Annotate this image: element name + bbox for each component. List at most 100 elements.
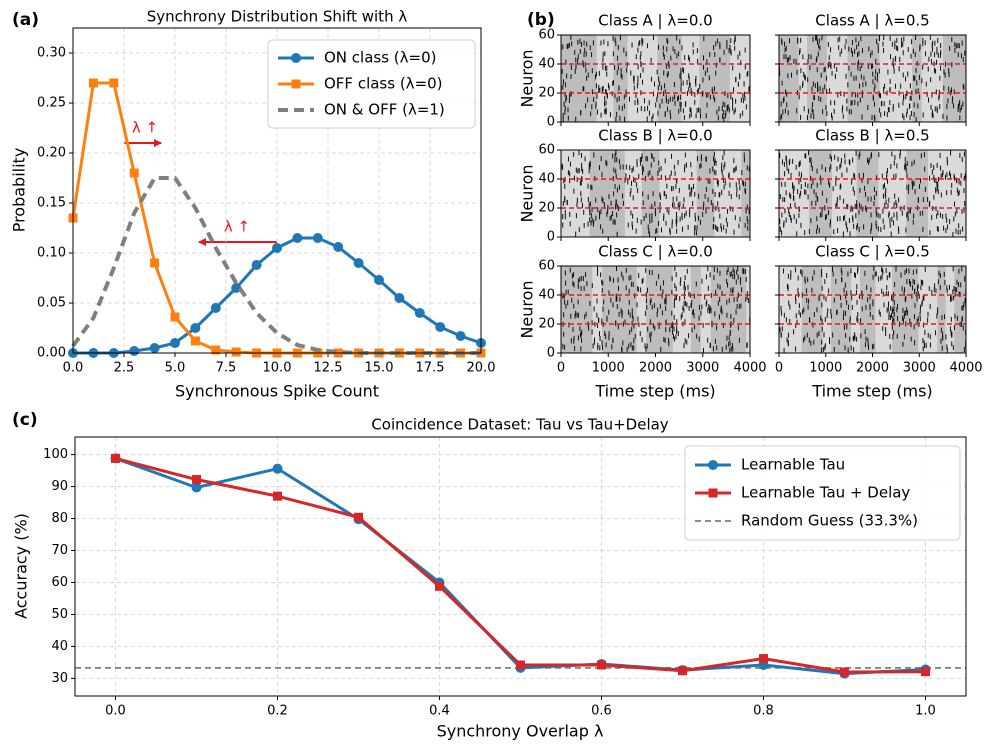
subplot-title: Class C | λ=0.5	[815, 243, 930, 261]
raster-stripe	[875, 266, 893, 353]
legend-label: OFF class (λ=0)	[324, 75, 443, 93]
marker	[921, 667, 930, 677]
raster-panel	[560, 150, 750, 237]
y-tick-label: 40	[538, 57, 555, 72]
y-tick-label: 0.15	[37, 196, 66, 211]
y-tick-label: 80	[51, 511, 68, 526]
y-tick-label: 0	[547, 230, 555, 245]
marker	[708, 460, 718, 470]
y-tick-label: 0.25	[37, 96, 66, 111]
x-tick-label: 2.5	[114, 361, 135, 376]
raster-panel	[778, 266, 967, 353]
subplot-title: Class A | λ=0.0	[598, 12, 712, 30]
marker	[211, 345, 221, 355]
raster-panel	[778, 150, 966, 237]
y-tick-label: 20	[538, 86, 555, 101]
x-tick-label: 1000	[809, 361, 842, 376]
marker	[273, 491, 282, 501]
marker	[149, 343, 160, 353]
y-axis-label: Neuron	[518, 49, 537, 107]
chart-title: Synchrony Distribution Shift with λ	[147, 8, 408, 26]
x-axis-label: Synchrony Overlap λ	[437, 722, 604, 741]
y-axis-label: Probability	[10, 148, 29, 233]
legend-label: ON class (λ=0)	[324, 49, 437, 67]
x-tick-label: 10.0	[263, 361, 292, 376]
raster-panel	[778, 35, 966, 122]
marker	[455, 331, 466, 341]
y-axis-label: Neuron	[518, 280, 537, 338]
raster-stripe	[826, 35, 848, 122]
y-tick-label: 40	[51, 639, 68, 654]
plot-frame	[74, 436, 967, 697]
x-tick-label: 0.6	[591, 704, 612, 719]
marker	[394, 293, 405, 303]
legend-label: Learnable Tau	[741, 456, 845, 474]
subplot-title: Class C | λ=0.0	[598, 243, 713, 261]
y-tick-label: 60	[538, 259, 555, 274]
marker	[88, 78, 98, 88]
y-tick-label: 90	[51, 479, 68, 494]
raster-panel	[560, 35, 751, 122]
x-axis-label: Synchronous Spike Count	[175, 382, 379, 401]
raster-stripe	[561, 150, 590, 237]
x-tick-label: 3000	[903, 361, 936, 376]
marker	[129, 346, 140, 356]
y-tick-label: 0.30	[37, 46, 66, 61]
legend-label: ON & OFF (λ=1)	[324, 101, 445, 119]
y-tick-label: 20	[538, 317, 555, 332]
legend-label: Learnable Tau + Delay	[741, 484, 910, 502]
x-axis-label: Time step (ms)	[594, 382, 715, 401]
x-tick-label: 4000	[949, 361, 982, 376]
x-tick-label: 7.5	[216, 361, 237, 376]
marker	[435, 581, 444, 591]
marker	[708, 488, 718, 498]
legend-label: Random Guess (33.3%)	[741, 512, 918, 530]
marker	[190, 336, 200, 346]
y-axis-label: Neuron	[518, 164, 537, 222]
raster-stripe	[945, 266, 955, 353]
marker	[111, 453, 120, 463]
marker	[190, 323, 201, 333]
x-tick-label: 1000	[592, 361, 625, 376]
raster-stripe	[822, 266, 831, 353]
y-tick-label: 60	[51, 575, 68, 590]
marker	[291, 79, 301, 89]
raster-panel	[560, 266, 751, 353]
marker	[516, 660, 525, 670]
panel-label: (c)	[12, 410, 38, 430]
marker	[292, 233, 303, 243]
marker	[291, 53, 301, 63]
raster-stripe	[779, 266, 802, 353]
marker	[374, 275, 384, 285]
marker	[272, 463, 283, 474]
raster-stripe	[851, 266, 860, 353]
panel-label: (b)	[527, 10, 555, 30]
x-tick-label: 0.0	[63, 361, 84, 376]
marker	[231, 347, 241, 357]
y-tick-label: 0	[547, 346, 555, 361]
raster-stripe	[596, 35, 614, 122]
x-tick-label: 3000	[686, 361, 719, 376]
y-tick-label: 0.05	[37, 296, 66, 311]
x-tick-label: 12.5	[314, 361, 343, 376]
y-tick-label: 0.20	[37, 146, 66, 161]
x-tick-label: 2000	[639, 361, 672, 376]
annotation: λ ↑	[224, 218, 250, 236]
marker	[759, 654, 768, 664]
x-tick-label: 0.4	[429, 704, 450, 719]
y-tick-label: 40	[538, 172, 555, 187]
y-tick-label: 50	[51, 607, 68, 622]
x-tick-label: 0.8	[753, 704, 774, 719]
panel-label: (a)	[12, 10, 39, 30]
marker	[210, 303, 221, 313]
plot-frame	[72, 27, 482, 354]
marker	[251, 260, 262, 270]
marker	[312, 233, 323, 243]
raster-stripe	[798, 35, 808, 122]
raster-stripe	[878, 150, 907, 237]
marker	[191, 482, 202, 493]
y-tick-label: 0.10	[37, 246, 66, 261]
x-tick-label: 20.0	[467, 361, 496, 376]
raster-stripe	[592, 266, 603, 353]
y-tick-label: 100	[43, 447, 68, 462]
